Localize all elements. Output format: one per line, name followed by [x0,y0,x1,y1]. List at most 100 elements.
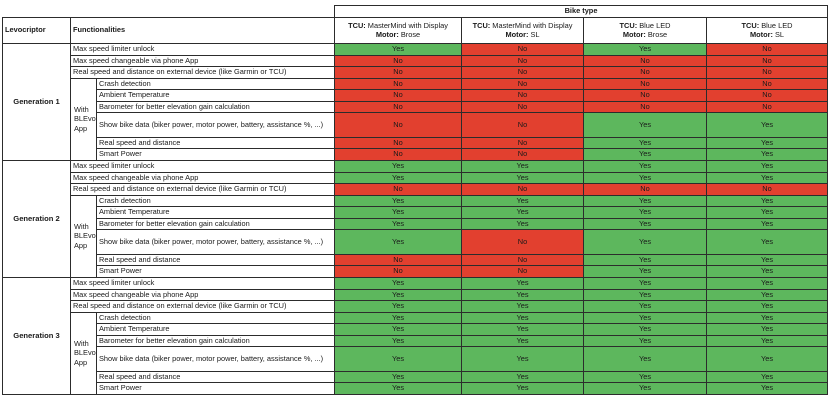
status-value: Yes [760,218,774,228]
status-value: Yes [516,278,529,288]
status-value: Yes [638,44,652,54]
status-value: No [640,90,650,100]
status-cell: Yes [706,229,828,255]
status-value: No [517,236,528,246]
status-value: Yes [760,353,774,363]
status-value: Yes [391,44,405,54]
status-value: Yes [391,195,405,205]
functionality-text: Max speed limiter unlock [73,161,155,171]
status-value: No [517,90,528,100]
status-value: Yes [760,149,774,159]
status-cell: Yes [461,346,584,372]
functionality-text: Max speed changeable via phone App [73,172,199,182]
functionality-text: Real speed and distance on external devi… [73,301,287,311]
motor-name: SL [528,29,540,39]
functionalities-label: Functionalities [73,25,126,35]
status-value: No [640,78,650,88]
status-cell: Yes [583,346,707,372]
status-value: Yes [516,207,529,217]
status-value: No [393,67,403,77]
status-value: No [517,184,528,194]
with-blevo-app-text: With BLEvo App [74,221,96,251]
status-value: No [762,78,772,88]
functionality-text: Max speed limiter unlock [73,278,155,288]
functionality-text: Max speed limiter unlock [73,44,155,54]
functionality-text: Real speed and distance [99,137,181,147]
column-tcu-line: TCU: MasterMind with Display [348,21,448,31]
status-value: Yes [391,207,405,217]
status-value: Yes [516,172,529,182]
status-value: No [517,55,528,65]
status-value: Yes [516,324,529,334]
tcu-prefix: TCU: [348,21,366,31]
functionality-text: Real speed and distance on external devi… [73,184,287,194]
with-blevo-app-label: With BLEvo App [70,77,97,161]
status-value: Yes [516,218,529,228]
levocriptor-header: Levocriptor [2,17,71,44]
status-value: Yes [391,218,405,228]
functionality-text: Max speed changeable via phone App [73,289,199,299]
status-value: Yes [760,278,774,288]
generation-label: Generation 3 [2,277,71,395]
with-blevo-app-text: With BLEvo App [74,338,96,368]
generation-name: Generation 2 [13,213,60,223]
status-value: Yes [391,289,405,299]
status-value: Yes [516,301,529,311]
functionality-text: Smart Power [99,266,142,276]
generation-name: Generation 3 [13,330,60,340]
status-value: Yes [638,172,652,182]
column-motor-line: Motor: SL [505,29,540,39]
status-value: Yes [638,301,652,311]
status-cell: Yes [334,346,462,372]
motor-prefix: Motor: [749,29,773,39]
column-header-4: TCU: Blue LED Motor: SL [706,17,828,44]
functionality-label: Show bike data (biker power, motor power… [96,229,335,255]
status-value: Yes [391,172,405,182]
functionality-label: Show bike data (biker power, motor power… [96,346,335,372]
status-cell: Yes [583,382,707,395]
generation-name: Generation 1 [13,96,60,106]
status-value: No [393,149,403,159]
status-value: Yes [391,312,405,322]
functionality-label: Show bike data (biker power, motor power… [96,112,335,138]
status-value: No [640,101,650,111]
status-value: Yes [391,383,405,393]
functionality-text: Ambient Temperature [99,207,170,217]
motor-name: SL [772,29,785,39]
status-value: Yes [638,254,652,264]
with-blevo-app-text: With BLEvo App [74,104,96,134]
status-value: No [762,101,772,111]
status-value: Yes [516,312,529,322]
status-value: Yes [638,278,652,288]
status-value: No [393,266,403,276]
functionality-text: Ambient Temperature [99,90,170,100]
status-value: No [762,90,772,100]
status-value: Yes [391,236,405,246]
status-cell: Yes [583,229,707,255]
status-value: Yes [516,161,529,171]
status-cell: No [334,112,462,138]
with-blevo-app-label: With BLEvo App [70,194,97,278]
status-value: Yes [638,195,652,205]
status-value: Yes [760,207,774,217]
status-value: Yes [391,161,405,171]
status-value: No [762,67,772,77]
status-value: Yes [638,335,652,345]
status-value: Yes [760,371,774,381]
levocriptor-label: Levocriptor [5,25,46,35]
status-value: Yes [391,335,405,345]
column-tcu-line: TCU: Blue LED [620,21,671,30]
status-value: Yes [516,335,529,345]
tcu-prefix: TCU: [741,21,760,31]
column-header-1: TCU: MasterMind with Display Motor: Brose [334,17,462,44]
status-value: Yes [760,161,774,171]
status-value: Yes [638,137,652,147]
motor-prefix: Motor: [375,29,399,39]
column-header-3: TCU: Blue LED Motor: Brose [583,17,707,44]
motor-prefix: Motor: [505,29,529,39]
status-value: No [393,137,403,147]
column-header-2: TCU: MasterMind with Display Motor: SL [461,17,584,44]
status-value: No [393,184,403,194]
status-value: No [517,119,528,129]
status-value: Yes [638,207,652,217]
